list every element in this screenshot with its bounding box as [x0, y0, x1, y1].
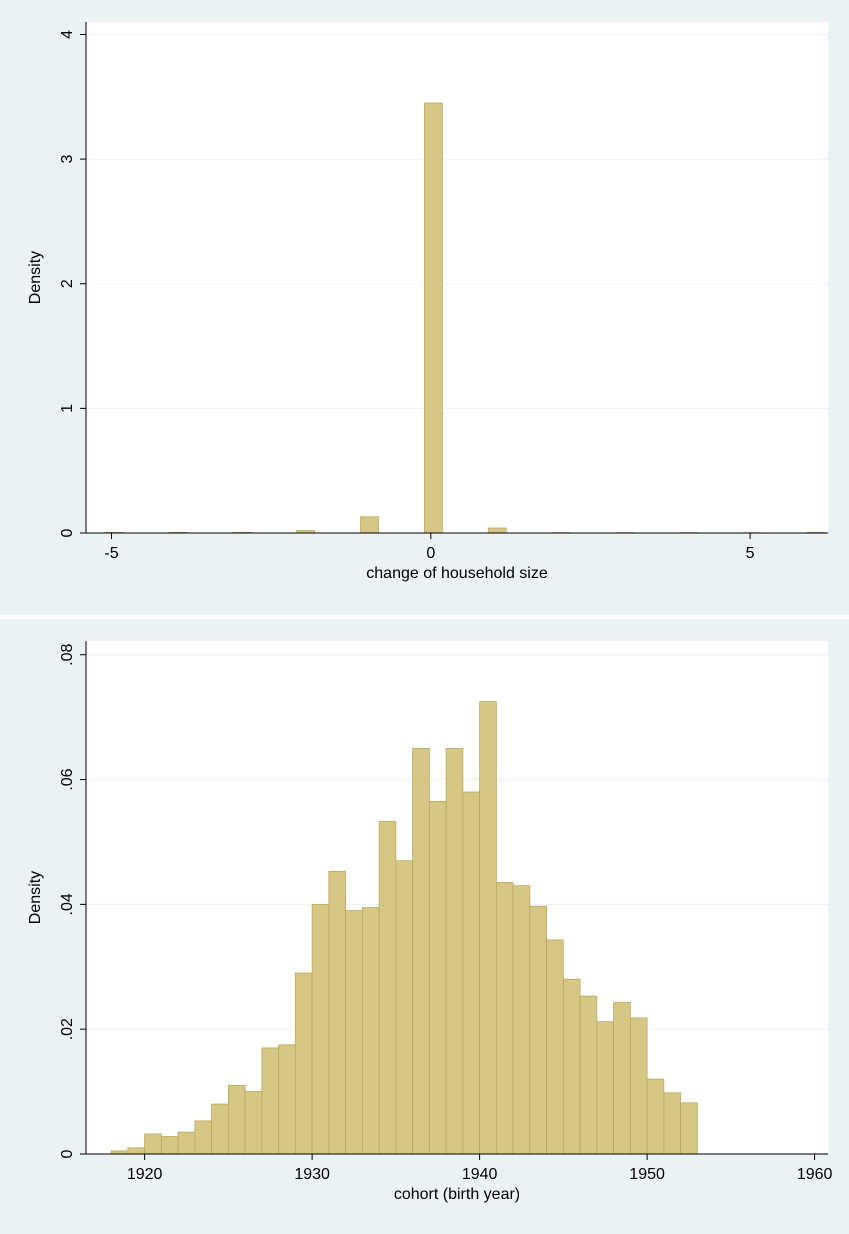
bar	[294, 972, 313, 1155]
bar	[445, 747, 464, 1155]
y-tick-label: 0	[59, 528, 76, 537]
bar	[546, 939, 564, 1155]
bar	[424, 102, 443, 534]
bar	[479, 701, 497, 1155]
bar	[395, 860, 414, 1155]
y-tick-label: .08	[59, 644, 76, 666]
bar	[613, 1001, 631, 1155]
bar	[529, 905, 548, 1155]
bar	[160, 1136, 179, 1155]
bar	[562, 978, 581, 1155]
bar	[177, 1131, 196, 1155]
plot-area	[86, 22, 828, 533]
bar	[360, 516, 379, 534]
y-tick-label: 1	[59, 404, 76, 413]
y-tick-label: .06	[59, 768, 76, 790]
bar	[378, 820, 397, 1155]
y-tick-label: 4	[59, 30, 76, 39]
y-tick-label: .02	[59, 1018, 76, 1040]
bar	[663, 1092, 682, 1155]
y-tick-label: 2	[59, 279, 76, 288]
bar	[462, 791, 481, 1155]
bar	[261, 1047, 280, 1155]
x-tick-label: 1940	[462, 1166, 498, 1183]
bar	[495, 882, 514, 1155]
y-tick-label: 0	[59, 1149, 76, 1158]
y-tick-label: 3	[59, 155, 76, 164]
bar	[680, 1102, 698, 1155]
bar	[428, 800, 447, 1155]
x-axis-title: cohort (birth year)	[394, 1186, 520, 1203]
bar	[194, 1120, 213, 1155]
bar	[211, 1103, 229, 1155]
bar	[596, 1021, 615, 1155]
bar	[144, 1133, 162, 1155]
bar	[579, 995, 598, 1155]
bar	[361, 907, 380, 1155]
bar	[345, 910, 363, 1155]
x-tick-label: 5	[746, 545, 755, 562]
x-tick-label: 1920	[127, 1166, 163, 1183]
bar	[412, 747, 430, 1155]
x-tick-label: 1930	[294, 1166, 330, 1183]
x-tick-label: 0	[426, 545, 435, 562]
x-tick-label: 1960	[797, 1166, 833, 1183]
bar	[512, 885, 531, 1155]
x-axis-title: change of household size	[366, 565, 548, 582]
bar	[629, 1017, 648, 1155]
bar	[127, 1147, 146, 1155]
bar	[278, 1044, 296, 1155]
bar	[244, 1091, 263, 1155]
bar	[227, 1084, 246, 1155]
bar	[311, 903, 330, 1155]
y-tick-label: .04	[59, 893, 76, 915]
y-axis-title: Density	[27, 871, 44, 924]
x-tick-label: -5	[104, 545, 118, 562]
y-axis-title: Density	[27, 251, 44, 304]
bar	[328, 870, 347, 1155]
bar	[646, 1078, 665, 1155]
x-tick-label: 1950	[629, 1166, 665, 1183]
bar	[487, 527, 507, 534]
